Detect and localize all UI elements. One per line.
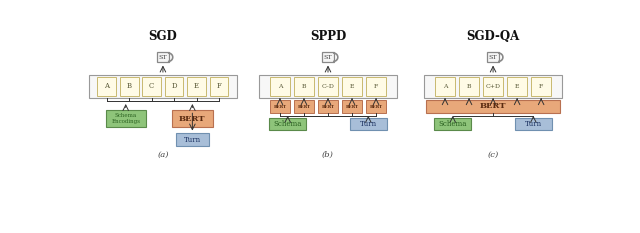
Text: Turn: Turn [184, 136, 201, 144]
Text: Schema
Encodings: Schema Encodings [111, 113, 140, 124]
Bar [270, 99, 290, 113]
Text: ST: ST [159, 55, 167, 60]
Text: B: B [127, 82, 132, 90]
Text: A: A [443, 84, 447, 89]
Text: E: E [194, 82, 199, 90]
Bar [318, 99, 338, 113]
Bar [434, 118, 472, 130]
Text: F: F [539, 84, 543, 89]
Text: SGD-QA: SGD-QA [467, 30, 520, 43]
Bar [459, 77, 479, 96]
Bar [349, 118, 387, 130]
Bar [294, 77, 314, 96]
Text: BERT: BERT [273, 104, 287, 109]
Text: (b): (b) [322, 151, 334, 159]
Text: F: F [217, 82, 221, 90]
Text: ST: ST [489, 55, 497, 60]
Text: BERT: BERT [480, 103, 506, 110]
Bar [270, 77, 290, 96]
Bar [165, 77, 184, 96]
Text: B: B [301, 84, 306, 89]
Text: D: D [172, 82, 177, 90]
Bar [269, 118, 307, 130]
Text: BERT: BERT [298, 104, 310, 109]
Bar [176, 134, 209, 146]
Bar [531, 77, 551, 96]
Bar [426, 99, 560, 113]
Text: B: B [467, 84, 471, 89]
Text: BERT: BERT [321, 104, 335, 109]
Bar [435, 77, 455, 96]
Text: Schema: Schema [438, 120, 467, 128]
Bar [172, 110, 212, 127]
Bar [424, 75, 562, 98]
Text: E: E [515, 84, 519, 89]
Bar [188, 77, 206, 96]
Bar [342, 77, 362, 96]
Text: C: C [149, 82, 154, 90]
Text: A: A [278, 84, 282, 89]
Text: (c): (c) [488, 151, 499, 159]
Text: SGD: SGD [148, 30, 177, 43]
Text: F: F [374, 84, 378, 89]
Text: (a): (a) [157, 151, 169, 159]
Text: Turn: Turn [525, 120, 542, 128]
Bar [210, 77, 228, 96]
Bar [507, 77, 527, 96]
Text: ST: ST [324, 55, 332, 60]
Text: E: E [350, 84, 355, 89]
Bar [106, 110, 146, 127]
Bar [157, 52, 168, 62]
Text: A: A [104, 82, 109, 90]
Text: Turn: Turn [360, 120, 377, 128]
Text: BERT: BERT [346, 104, 358, 109]
Bar [142, 77, 161, 96]
Bar [366, 99, 386, 113]
Bar [515, 118, 552, 130]
Bar [488, 52, 499, 62]
Bar [366, 77, 386, 96]
Text: BERT: BERT [179, 115, 205, 123]
Bar [342, 99, 362, 113]
Text: C+D: C+D [486, 84, 500, 89]
Text: BERT: BERT [369, 104, 383, 109]
Bar [483, 77, 503, 96]
Bar [323, 52, 333, 62]
Bar [97, 77, 116, 96]
Bar [90, 75, 237, 98]
Text: Schema: Schema [273, 120, 302, 128]
Bar [259, 75, 397, 98]
Bar [120, 77, 138, 96]
Text: C–D: C–D [321, 84, 335, 89]
Bar [318, 77, 338, 96]
Text: SPPD: SPPD [310, 30, 346, 43]
Bar [294, 99, 314, 113]
